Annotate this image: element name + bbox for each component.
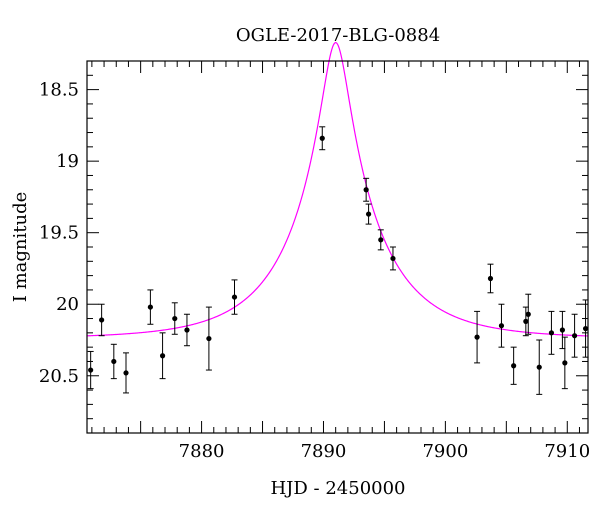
- data-point: [559, 310, 566, 350]
- point-marker: [536, 364, 542, 370]
- data-point: [205, 306, 212, 371]
- data-point: [510, 346, 517, 385]
- point-marker: [498, 323, 505, 329]
- x-tick-label: 7890: [301, 441, 347, 462]
- point-marker: [231, 294, 238, 300]
- point-marker: [123, 370, 129, 376]
- point-marker: [184, 327, 190, 333]
- x-tick-label: 7880: [179, 441, 225, 462]
- data-point: [474, 310, 481, 364]
- point-marker: [511, 363, 517, 369]
- data-point: [377, 229, 384, 251]
- data-point: [389, 246, 396, 271]
- point-marker: [172, 315, 178, 322]
- point-marker: [582, 325, 589, 332]
- axis-ticks: [87, 60, 588, 434]
- y-axis-label: I magnitude: [10, 192, 31, 303]
- data-point: [365, 203, 372, 225]
- chart-title: OGLE-2017-BLG-0884: [236, 25, 440, 46]
- point-marker: [487, 275, 494, 282]
- x-tick-label: 7910: [544, 441, 590, 462]
- model-curve: [86, 41, 589, 337]
- x-axis-label: HJD - 2450000: [270, 478, 405, 499]
- point-marker: [365, 211, 372, 217]
- y-tick-label: 19.5: [39, 223, 79, 244]
- data-point: [171, 302, 178, 335]
- point-marker: [548, 330, 555, 336]
- y-tick-label: 18.5: [39, 80, 79, 101]
- data-point: [363, 177, 370, 202]
- data-point: [522, 306, 529, 337]
- point-marker: [474, 334, 480, 340]
- x-tick-label: 7900: [422, 441, 468, 462]
- point-marker: [390, 255, 396, 262]
- model-curve-layer: [86, 41, 589, 337]
- data-point: [159, 332, 166, 380]
- point-marker: [111, 358, 117, 365]
- y-tick-label: 20: [56, 294, 79, 315]
- point-marker: [523, 318, 529, 324]
- plot-frame: [86, 60, 589, 434]
- data-points-layer: [87, 126, 589, 395]
- data-point: [147, 289, 154, 325]
- data-point: [487, 263, 494, 294]
- data-point: [110, 343, 117, 380]
- data-point: [123, 352, 130, 394]
- tick-labels: 7880 7890 7900 7910 18.5 19 19.5 20 20.5: [39, 80, 590, 462]
- point-marker: [363, 187, 369, 193]
- point-marker: [571, 333, 578, 339]
- data-point: [525, 293, 532, 335]
- point-marker: [206, 335, 212, 342]
- data-point: [571, 313, 578, 358]
- point-marker: [159, 353, 166, 359]
- point-marker: [88, 367, 94, 373]
- data-point: [98, 303, 105, 337]
- point-marker: [559, 327, 566, 333]
- point-marker: [99, 317, 105, 323]
- point-marker: [147, 304, 153, 310]
- data-point: [319, 126, 326, 151]
- point-marker: [525, 311, 531, 317]
- point-marker: [319, 135, 325, 141]
- y-tick-label: 19: [56, 151, 79, 172]
- data-point: [498, 303, 505, 348]
- point-marker: [378, 237, 384, 243]
- point-marker: [562, 360, 568, 366]
- data-point: [536, 339, 543, 395]
- data-point: [183, 313, 190, 347]
- data-point: [231, 279, 238, 315]
- data-point: [561, 336, 568, 390]
- data-point: [87, 350, 94, 390]
- data-point: [548, 310, 555, 355]
- y-tick-label: 20.5: [39, 366, 79, 387]
